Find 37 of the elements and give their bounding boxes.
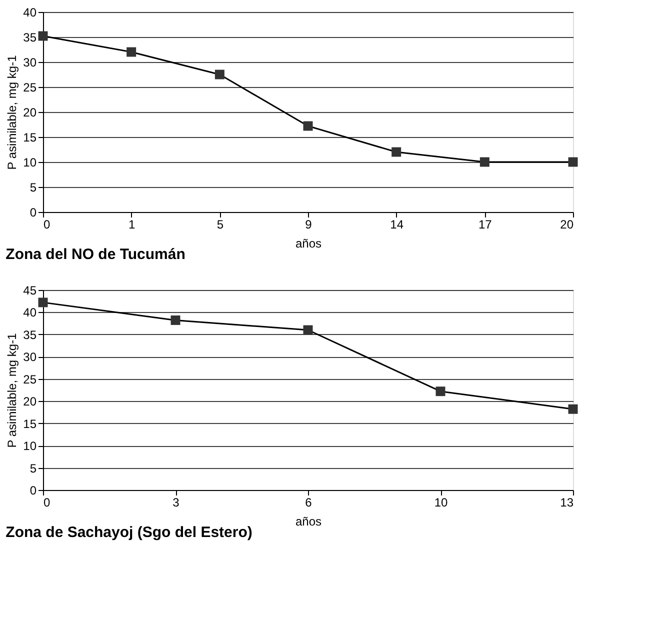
y-tick-label: 30 [23, 350, 37, 364]
y-tick-label: 25 [23, 80, 37, 94]
x-tick-label: 0 [44, 496, 50, 510]
text: Zona de Sachayoj (Sgo del Estero) [6, 524, 252, 541]
y-tick-label: 35 [23, 30, 37, 44]
x-axis-title: años [295, 236, 322, 250]
x-tick-label: 3 [172, 496, 180, 510]
y-tick-label: 15 [23, 130, 37, 144]
y-tick-label: 20 [23, 106, 37, 120]
x-tick-label: 20 [560, 218, 574, 232]
x-tick-label: 6 [305, 496, 312, 510]
x-tick-label: 13 [560, 496, 574, 510]
y-tick-label: 5 [30, 461, 37, 476]
y-tick-label: 5 [30, 180, 37, 194]
y-tick-label: 0 [30, 484, 37, 498]
x-tick-label: 9 [305, 218, 312, 232]
y-axis-title: P asimilable, mg kg-1 [5, 332, 20, 448]
x-tick-label: 17 [478, 218, 492, 232]
y-axis-title: P asimilable, mg kg-1 [5, 54, 20, 170]
y-tick-label: 10 [23, 439, 37, 454]
x-tick-label: 1 [128, 218, 136, 232]
y-tick-label: 20 [23, 394, 37, 409]
x-tick-label: 14 [390, 218, 404, 232]
y-tick-label: 10 [23, 156, 37, 170]
x-tick-label: 10 [434, 496, 448, 510]
y-tick-label: 35 [23, 328, 37, 342]
y-tick-label: 45 [23, 284, 37, 298]
y-tick-label: 0 [30, 206, 37, 220]
y-tick-label: 40 [23, 6, 37, 20]
x-tick-label: 0 [44, 218, 50, 232]
x-axis-title: años [295, 514, 322, 528]
x-tick-label: 5 [216, 218, 224, 232]
text: Zona del NO de Tucumán [6, 246, 186, 263]
y-tick-label: 25 [23, 372, 37, 386]
y-tick-label: 30 [23, 56, 37, 70]
y-tick-label: 40 [23, 306, 37, 320]
y-tick-label: 15 [23, 416, 37, 431]
